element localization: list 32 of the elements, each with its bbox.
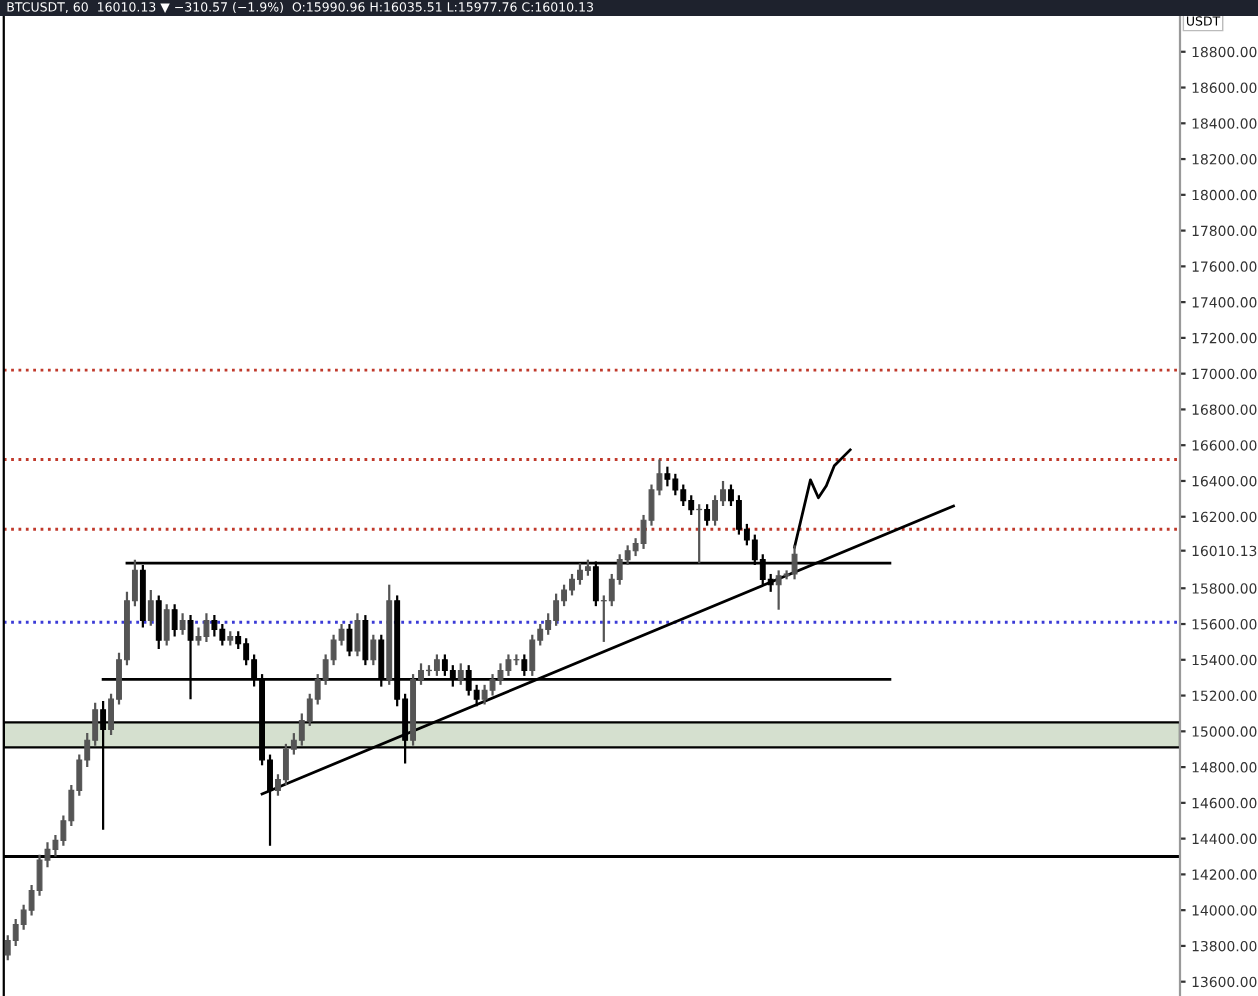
candlestick — [203, 612, 210, 644]
candlestick — [155, 594, 162, 651]
candlestick — [505, 653, 512, 677]
candlestick — [577, 562, 583, 586]
candlestick — [688, 494, 695, 517]
candlestick — [735, 494, 742, 536]
candlestick — [362, 613, 369, 667]
candlestick — [457, 662, 464, 686]
candlestick — [704, 503, 711, 527]
candlestick — [12, 917, 19, 948]
candlestick — [179, 612, 186, 636]
candlestick — [346, 622, 353, 658]
candlestick — [211, 613, 218, 638]
candlestick — [282, 742, 289, 787]
candlestick — [354, 612, 361, 658]
candlestick — [712, 494, 719, 527]
candlestick — [529, 633, 536, 677]
candlestick — [147, 588, 154, 627]
line-series — [793, 448, 852, 549]
candlestick — [791, 544, 798, 581]
candlestick — [569, 572, 575, 597]
candlestick — [672, 472, 679, 497]
candlestick — [775, 569, 782, 611]
candlestick — [433, 653, 440, 677]
candlestick — [664, 465, 671, 488]
candlestick — [553, 592, 560, 627]
candlestick — [171, 603, 178, 638]
candlestick — [370, 633, 377, 667]
candlestick — [680, 483, 687, 508]
candlestick — [219, 622, 226, 647]
candlestick — [163, 603, 170, 647]
candlestick — [696, 503, 703, 565]
